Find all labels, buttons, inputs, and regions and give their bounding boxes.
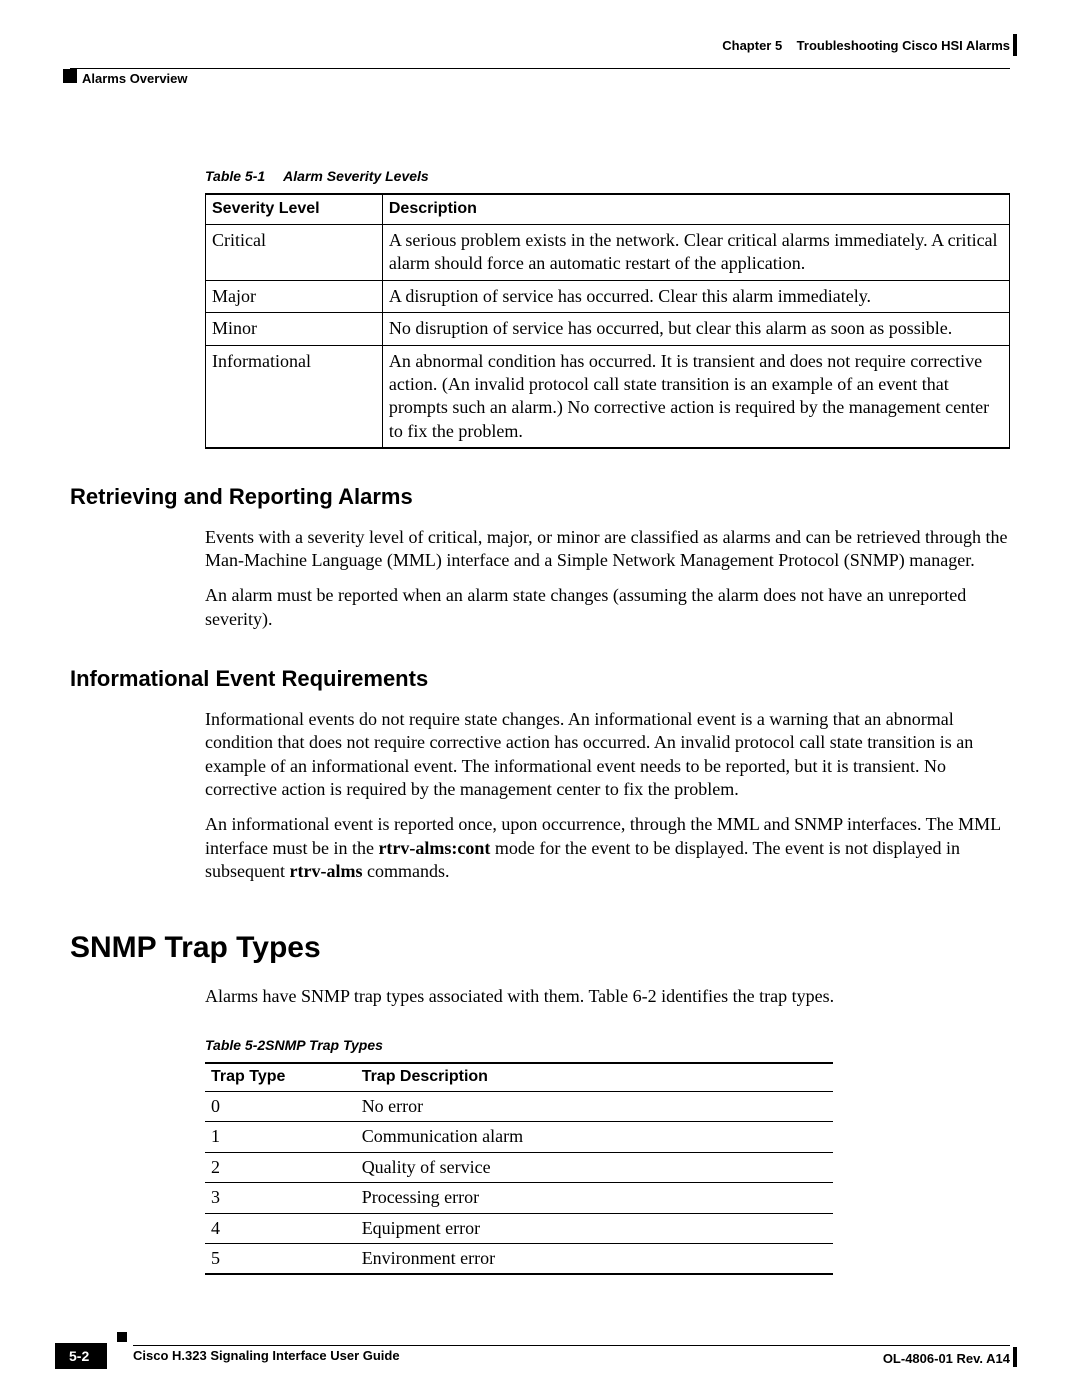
table1-header-row: Severity Level Description xyxy=(206,194,1010,224)
table-cell: A serious problem exists in the network.… xyxy=(382,224,1009,280)
table-row: 3Processing error xyxy=(205,1183,833,1213)
table-cell: A disruption of service has occurred. Cl… xyxy=(382,280,1009,312)
table1-header-1: Description xyxy=(382,194,1009,224)
footer-book-title: Cisco H.323 Signaling Interface User Gui… xyxy=(133,1348,1010,1365)
table-row: 0No error xyxy=(205,1091,833,1121)
table1-caption-title: Alarm Severity Levels xyxy=(283,168,429,184)
heading-retrieving: Retrieving and Reporting Alarms xyxy=(70,483,1010,512)
table2-body: 0No error1Communication alarm2Quality of… xyxy=(205,1091,833,1274)
header-chapter: Chapter 5 Troubleshooting Cisco HSI Alar… xyxy=(722,38,1010,55)
footer-rule xyxy=(133,1345,1010,1346)
header-section-left: Alarms Overview xyxy=(82,71,188,88)
table-cell: Critical xyxy=(206,224,383,280)
info-p2-bold1: rtrv-alms:cont xyxy=(378,838,490,858)
table-cell: Environment error xyxy=(356,1243,833,1274)
table-row: MinorNo disruption of service has occurr… xyxy=(206,313,1010,345)
page-number-badge: 5-2 xyxy=(55,1343,107,1369)
header-square-icon xyxy=(63,69,77,83)
table-row: InformationalAn abnormal condition has o… xyxy=(206,345,1010,448)
table-cell: Informational xyxy=(206,345,383,448)
table1-caption: Table 5-1 Alarm Severity Levels xyxy=(205,167,1010,185)
table-cell: Communication alarm xyxy=(356,1122,833,1152)
table-row: 4Equipment error xyxy=(205,1213,833,1243)
table-cell: Processing error xyxy=(356,1183,833,1213)
heading-informational: Informational Event Requirements xyxy=(70,665,1010,694)
table2-caption-title: SNMP Trap Types xyxy=(265,1037,383,1053)
table-cell: No disruption of service has occurred, b… xyxy=(382,313,1009,345)
page: Chapter 5 Troubleshooting Cisco HSI Alar… xyxy=(0,0,1080,1275)
table2-header-1: Trap Description xyxy=(356,1063,833,1091)
table2-caption-number: Table 5-2 xyxy=(205,1037,265,1053)
retrieving-p1: Events with a severity level of critical… xyxy=(205,526,1010,573)
chapter-title: Troubleshooting Cisco HSI Alarms xyxy=(797,38,1010,53)
table2-caption: Table 5-2SNMP Trap Types xyxy=(205,1036,1010,1054)
table-cell: 0 xyxy=(205,1091,356,1121)
footer: Cisco H.323 Signaling Interface User Gui… xyxy=(55,1345,1010,1365)
snmp-p1: Alarms have SNMP trap types associated w… xyxy=(205,985,1010,1008)
info-p2-post: commands. xyxy=(362,861,449,881)
chapter-label: Chapter 5 xyxy=(722,38,782,53)
table-cell: An abnormal condition has occurred. It i… xyxy=(382,345,1009,448)
table-row: 1Communication alarm xyxy=(205,1122,833,1152)
table-cell: Equipment error xyxy=(356,1213,833,1243)
table-cell: 2 xyxy=(205,1152,356,1182)
table-severity-levels: Severity Level Description CriticalA ser… xyxy=(205,193,1010,449)
table2-header-row: Trap Type Trap Description xyxy=(205,1063,833,1091)
table1-caption-number: Table 5-1 xyxy=(205,168,265,184)
footer-square-icon xyxy=(117,1332,127,1342)
table-row: MajorA disruption of service has occurre… xyxy=(206,280,1010,312)
running-header: Chapter 5 Troubleshooting Cisco HSI Alar… xyxy=(70,38,1010,66)
footer-doc-id: OL-4806-01 Rev. A14 xyxy=(883,1351,1010,1368)
table-cell: Major xyxy=(206,280,383,312)
info-p1: Informational events do not require stat… xyxy=(205,708,1010,802)
table-row: 2Quality of service xyxy=(205,1152,833,1182)
running-subheader: Alarms Overview xyxy=(70,69,1010,89)
table-cell: 1 xyxy=(205,1122,356,1152)
heading-snmp: SNMP Trap Types xyxy=(70,928,1010,967)
header-bar-icon xyxy=(1013,34,1017,56)
table1-body: CriticalA serious problem exists in the … xyxy=(206,224,1010,448)
info-p2: An informational event is reported once,… xyxy=(205,813,1010,883)
table-row: 5Environment error xyxy=(205,1243,833,1274)
table-cell: Minor xyxy=(206,313,383,345)
table-cell: 3 xyxy=(205,1183,356,1213)
table2-header-0: Trap Type xyxy=(205,1063,356,1091)
content-area: Table 5-1 Alarm Severity Levels Severity … xyxy=(70,167,1010,1275)
table-cell: Quality of service xyxy=(356,1152,833,1182)
table-cell: 4 xyxy=(205,1213,356,1243)
info-p2-bold2: rtrv-alms xyxy=(290,861,363,881)
table1-header-0: Severity Level xyxy=(206,194,383,224)
table-snmp-traps: Trap Type Trap Description 0No error1Com… xyxy=(205,1062,833,1275)
retrieving-p2: An alarm must be reported when an alarm … xyxy=(205,584,1010,631)
table-cell: 5 xyxy=(205,1243,356,1274)
table-row: CriticalA serious problem exists in the … xyxy=(206,224,1010,280)
table-cell: No error xyxy=(356,1091,833,1121)
footer-bar-icon xyxy=(1013,1347,1017,1367)
